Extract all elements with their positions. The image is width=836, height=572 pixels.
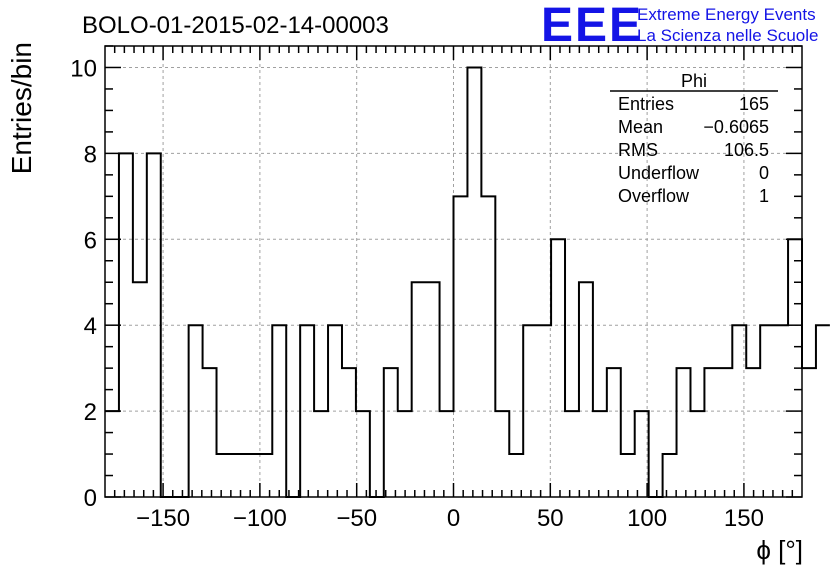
x-tick-label: 50	[537, 505, 564, 532]
chart-title: BOLO-01-2015-02-14-00003	[82, 12, 389, 39]
stats-title: Phi	[681, 71, 707, 91]
y-tick-label: 6	[84, 227, 97, 254]
logo-line-1: Extreme Energy Events	[637, 5, 816, 24]
logo-line-2: La Scienza nelle Scuole	[637, 26, 818, 45]
y-tick-label: 10	[70, 55, 97, 82]
logo-mark: EEE	[541, 0, 643, 52]
stats-value: −0.6065	[703, 117, 769, 137]
stats-label: Overflow	[618, 186, 690, 206]
x-tick-label: 100	[627, 505, 667, 532]
stats-value: 0	[759, 163, 769, 183]
axis-ticks	[105, 45, 802, 498]
x-tick-labels: −150 −100 −50 0 50 100 150	[136, 505, 764, 532]
eee-logo: EEE Extreme Energy Events La Scienza nel…	[541, 0, 818, 52]
y-tick-label: 4	[84, 313, 97, 340]
x-tick-label: −100	[233, 505, 287, 532]
y-tick-labels: 0 2 4 6 8 10	[70, 55, 97, 512]
y-tick-label: 2	[84, 399, 97, 426]
stats-value: 1	[759, 186, 769, 206]
stats-label: Underflow	[618, 163, 700, 183]
x-axis-label: ϕ [°]	[756, 535, 803, 565]
y-tick-label: 8	[84, 141, 97, 168]
x-tick-label: −150	[136, 505, 190, 532]
y-tick-label: 0	[84, 485, 97, 512]
x-tick-label: 150	[724, 505, 764, 532]
histogram-line	[105, 66, 830, 498]
stats-value: 165	[739, 94, 769, 114]
stats-label: RMS	[618, 140, 658, 160]
stats-label: Entries	[618, 94, 674, 114]
x-tick-label: −50	[336, 505, 377, 532]
stats-value: 106.5	[724, 140, 769, 160]
stats-box: Phi Entries 165 Mean −0.6065 RMS 106.5 Underfl…	[610, 71, 778, 206]
stats-rows: Entries 165 Mean −0.6065 RMS 106.5 Underflow 0 O…	[618, 94, 769, 206]
stats-label: Mean	[618, 117, 663, 137]
y-axis-label: Entries/bin	[6, 42, 37, 174]
x-tick-label: 0	[447, 505, 460, 532]
